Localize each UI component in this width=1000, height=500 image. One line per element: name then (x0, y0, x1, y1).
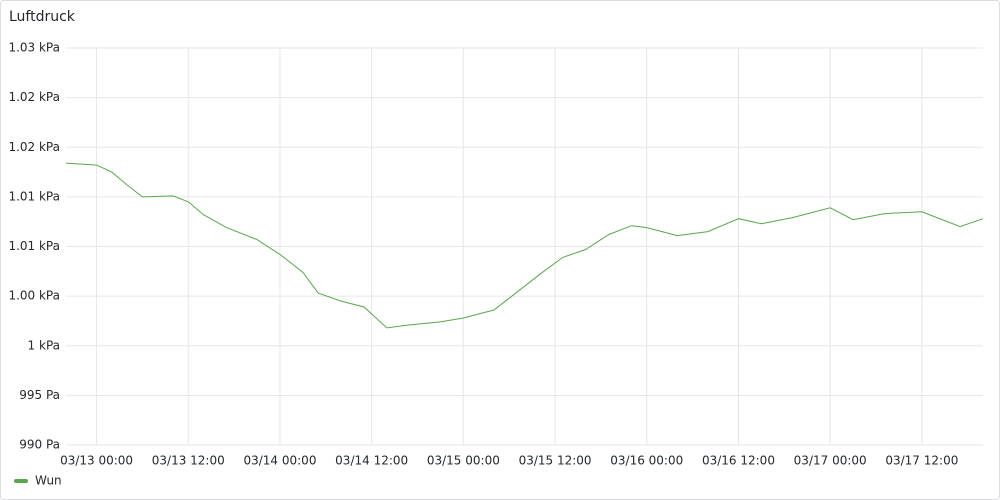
y-tick-label: 990 Pa (19, 438, 60, 452)
y-tick-label: 1.02 kPa (8, 140, 60, 154)
y-tick-label: 1.00 kPa (8, 289, 60, 303)
legend-label: Wun (35, 474, 62, 488)
x-tick-label: 03/16 00:00 (610, 454, 683, 468)
x-tick-label: 03/14 00:00 (243, 454, 316, 468)
legend-swatch (14, 479, 28, 483)
x-tick-label: 03/13 12:00 (152, 454, 225, 468)
x-tick-label: 03/14 12:00 (335, 454, 408, 468)
data-line (65, 162, 984, 329)
x-tick-label: 03/16 12:00 (702, 454, 775, 468)
y-tick-label: 1.01 kPa (8, 189, 60, 203)
panel-title: Luftdruck (9, 9, 76, 25)
x-tick-label: 03/15 12:00 (519, 454, 592, 468)
x-tick-label: 03/17 00:00 (794, 454, 867, 468)
y-tick-label: 1.02 kPa (8, 90, 60, 104)
y-tick-label: 1.01 kPa (8, 239, 60, 253)
x-tick-label: 03/17 12:00 (885, 454, 958, 468)
y-tick-label: 1.03 kPa (8, 41, 60, 55)
x-tick-label: 03/15 00:00 (427, 454, 500, 468)
x-tick-label: 03/13 00:00 (60, 454, 133, 468)
y-tick-label: 995 Pa (19, 388, 60, 402)
y-tick-label: 1 kPa (28, 338, 60, 352)
